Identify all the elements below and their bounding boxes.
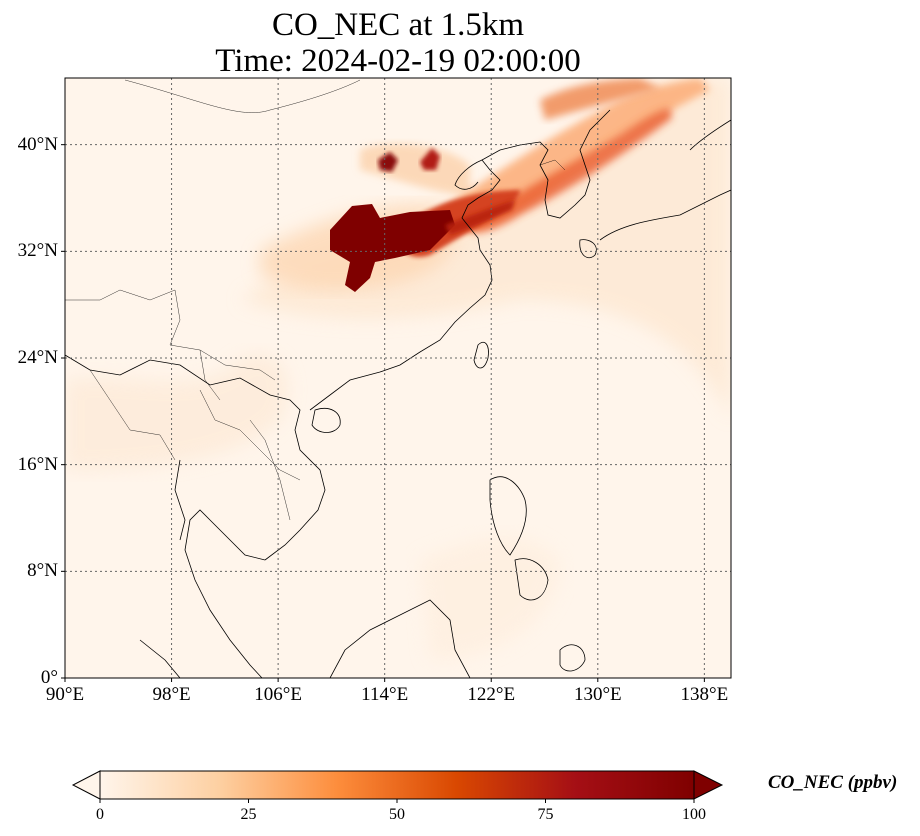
coastlines: [65, 109, 731, 678]
co-concentration-field: [65, 78, 731, 660]
lat-tick-label: 8°N: [27, 560, 58, 582]
lon-tick-label: 90°E: [45, 684, 85, 705]
axis-ticks: [61, 144, 705, 682]
lat-tick-label: 24°N: [17, 347, 58, 368]
lon-tick-label: 114°E: [361, 684, 409, 705]
colorbar-tick-label: 25: [240, 806, 257, 823]
lat-tick-label: 0°: [40, 667, 58, 688]
colorbar-label: CO_NEC (ppbv): [768, 772, 898, 793]
map-panel: [65, 78, 731, 678]
lat-tick-label: 16°N: [17, 453, 58, 475]
co-hotspot: [330, 204, 455, 292]
lon-tick-label: 106°E: [254, 684, 302, 705]
gridlines: [65, 78, 731, 678]
colorbar-tick-label: 100: [682, 806, 706, 823]
lon-tick-label: 122°E: [467, 684, 516, 705]
lon-tick-label: 130°E: [573, 684, 622, 705]
map-frame: [64, 77, 732, 679]
lon-tick-label: 98°E: [152, 684, 191, 705]
lat-tick-label: 40°N: [17, 133, 58, 155]
colorbar-tick-label: 0: [96, 806, 104, 823]
colorbar-high-extend: [693, 770, 724, 800]
map-subtitle-time: Time: 2024-02-19 02:00:00: [215, 43, 581, 79]
colorbar-gradient: [100, 771, 694, 799]
map-title: CO_NEC at 1.5km: [271, 7, 525, 43]
country-borders: [65, 79, 566, 521]
colorbar-tick-label: 50: [389, 806, 405, 823]
lon-tick-label: 138°E: [680, 684, 729, 705]
colorbar-ticks: [99, 799, 695, 803]
colorbar-tick-label: 75: [537, 806, 554, 823]
colorbar-low-extend: [71, 770, 101, 800]
lat-tick-label: 32°N: [17, 240, 58, 262]
